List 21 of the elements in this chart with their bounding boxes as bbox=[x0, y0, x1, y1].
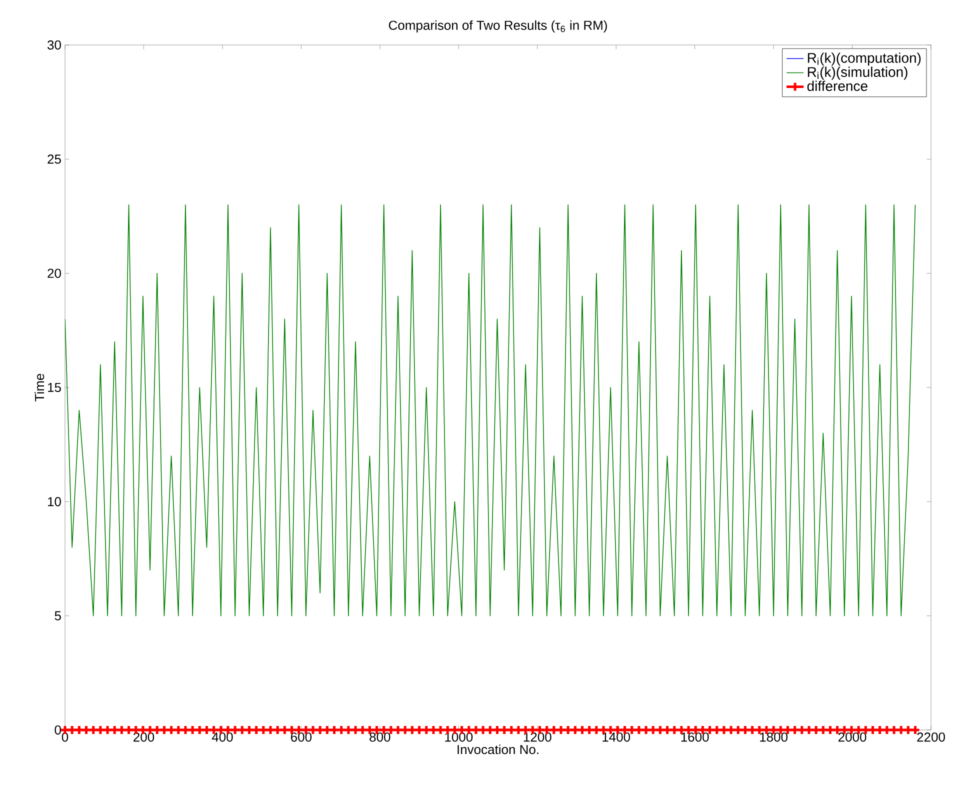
chart-title: Comparison of Two Results (τ$_{6}$ in RM) bbox=[388, 20, 607, 32]
legend-label: R$_{i}$(k)(computation) bbox=[808, 52, 921, 66]
x-tick-label: 800 bbox=[370, 732, 390, 742]
y-tick-label: 5 bbox=[54, 611, 61, 620]
y-tick-label: 20 bbox=[48, 268, 61, 278]
x-tick-label: 1400 bbox=[602, 732, 630, 742]
y-tick-label: 15 bbox=[48, 382, 61, 392]
x-tick-label: 2200 bbox=[917, 732, 945, 742]
x-tick-label: 2000 bbox=[838, 732, 866, 742]
x-tick-label: 600 bbox=[291, 732, 312, 742]
legend-label: difference bbox=[807, 80, 868, 92]
x-tick-label: 1600 bbox=[681, 732, 709, 742]
y-axis-title: Time bbox=[34, 374, 44, 402]
y-tick-label: 0 bbox=[54, 725, 61, 735]
legend-label: R$_{i}$(k)(simulation) bbox=[808, 66, 908, 80]
x-tick-label: 1800 bbox=[760, 732, 788, 742]
line-series bbox=[65, 204, 916, 616]
x-axis-title: Invocation No. bbox=[458, 744, 538, 754]
y-tick-label: 30 bbox=[48, 40, 61, 50]
y-tick-label: 25 bbox=[48, 154, 61, 164]
y-tick-label: 10 bbox=[48, 497, 61, 506]
